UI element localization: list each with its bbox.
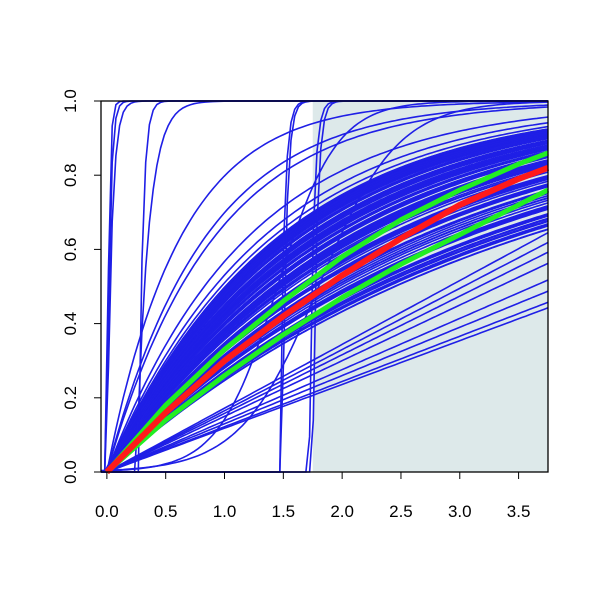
- ensemble-line: [101, 290, 549, 473]
- ensemble-line: [101, 307, 549, 473]
- y-tick-label: 1.0: [61, 89, 80, 113]
- ensemble-line: [101, 155, 549, 473]
- x-tick-label: 3.5: [507, 502, 531, 521]
- y-tick-label: 0.0: [61, 460, 80, 484]
- y-axis: 0.0 0.2 0.4 0.6 0.8 1.0: [61, 89, 101, 484]
- ensemble-line: [101, 168, 549, 473]
- center-curve-group: [104, 164, 550, 475]
- y-tick-label: 0.4: [61, 312, 80, 336]
- y-tick-label: 0.2: [61, 386, 80, 410]
- bound-line: [105, 187, 550, 474]
- ensemble-line: [101, 144, 549, 473]
- x-tick-label: 0.5: [154, 502, 178, 521]
- ensemble-line: [101, 251, 549, 473]
- y-tick-label: 0.8: [61, 163, 80, 187]
- ensemble-line: [101, 136, 549, 473]
- x-tick-label: 1.5: [272, 502, 296, 521]
- ensemble-line: [101, 128, 549, 473]
- bound-line: [105, 150, 549, 474]
- ensemble-line: [101, 122, 549, 473]
- x-tick-label: 0.0: [95, 502, 119, 521]
- x-tick-label: 1.0: [213, 502, 237, 521]
- bound-curves: [105, 150, 550, 474]
- ensemble-line: [101, 104, 549, 473]
- ensemble-line: [101, 116, 549, 473]
- ensemble-line: [101, 130, 549, 473]
- ensemble-line: [101, 106, 549, 473]
- ensemble-line: [101, 231, 549, 473]
- center-line: [104, 164, 550, 475]
- ensemble-line: [101, 301, 549, 473]
- ensemble-line: [101, 171, 549, 473]
- x-tick-label: 2.0: [330, 502, 354, 521]
- y-tick-label: 0.6: [61, 238, 80, 262]
- x-axis: 0.0 0.5 1.0 1.5 2.0 2.5 3.0 3.5: [95, 472, 530, 521]
- ensemble-line: [101, 141, 549, 473]
- x-tick-label: 2.5: [389, 502, 413, 521]
- ensemble-line: [101, 125, 549, 473]
- x-tick-label: 3.0: [448, 502, 472, 521]
- plot-frame: [100, 100, 549, 473]
- ensemble-line: [101, 151, 549, 473]
- ensemble-line: [101, 241, 549, 473]
- ensemble-line: [101, 132, 549, 473]
- ensemble-line: [101, 262, 549, 473]
- ensemble-line: [101, 279, 549, 473]
